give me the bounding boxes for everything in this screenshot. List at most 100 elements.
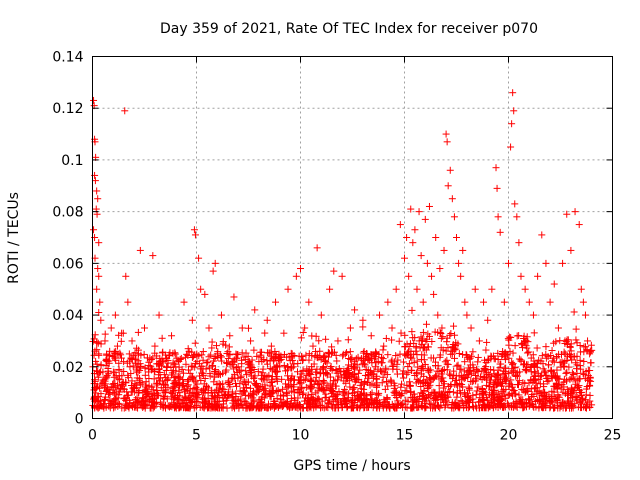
- data-point: [467, 378, 475, 386]
- x-tick-label: 5: [192, 428, 201, 444]
- data-point: [213, 397, 221, 405]
- data-point: [461, 392, 469, 400]
- data-point: [298, 352, 306, 360]
- data-point: [101, 330, 109, 338]
- data-point: [448, 195, 456, 203]
- data-point: [198, 351, 206, 359]
- data-point: [208, 395, 216, 403]
- data-point: [276, 353, 284, 361]
- data-point: [582, 391, 590, 399]
- data-point: [91, 396, 99, 404]
- data-point: [215, 393, 223, 401]
- data-point: [305, 356, 313, 364]
- data-point: [110, 390, 118, 398]
- data-point: [187, 362, 195, 370]
- data-point: [236, 387, 244, 395]
- data-point: [428, 338, 436, 346]
- data-point: [352, 355, 360, 363]
- data-point: [460, 367, 468, 375]
- data-point: [404, 368, 412, 376]
- data-point: [562, 369, 570, 377]
- data-point: [287, 376, 295, 384]
- data-point: [555, 393, 563, 401]
- data-point: [415, 337, 423, 345]
- data-point: [482, 346, 490, 354]
- data-point: [188, 354, 196, 362]
- data-point: [128, 377, 136, 385]
- data-point: [267, 342, 275, 350]
- data-point: [331, 348, 339, 356]
- data-point: [554, 392, 562, 400]
- data-point: [379, 346, 387, 354]
- data-point: [326, 380, 334, 388]
- data-point: [513, 213, 521, 221]
- data-point: [468, 352, 476, 360]
- data-point: [122, 402, 130, 410]
- data-point: [525, 348, 533, 356]
- data-point: [490, 366, 498, 374]
- data-point: [379, 355, 387, 363]
- data-point: [287, 382, 295, 390]
- data-point: [256, 348, 264, 356]
- data-point: [525, 395, 533, 403]
- data-point: [392, 352, 400, 360]
- data-point: [255, 358, 263, 366]
- data-point: [450, 213, 458, 221]
- data-point: [109, 383, 117, 391]
- data-point: [171, 350, 179, 358]
- data-point: [292, 272, 300, 280]
- data-point: [584, 372, 592, 380]
- data-point: [571, 400, 579, 408]
- data-point: [474, 353, 482, 361]
- data-point: [128, 356, 136, 364]
- data-point: [413, 368, 421, 376]
- data-point: [518, 341, 526, 349]
- data-point: [159, 358, 167, 366]
- data-point: [529, 378, 537, 386]
- data-point: [207, 389, 215, 397]
- data-point: [486, 371, 494, 379]
- data-point: [396, 221, 404, 229]
- data-point: [280, 329, 288, 337]
- data-point: [297, 334, 305, 342]
- data-point: [522, 398, 530, 406]
- data-point: [425, 202, 433, 210]
- data-point: [503, 374, 511, 382]
- data-point: [204, 358, 212, 366]
- data-point: [413, 375, 421, 383]
- data-point: [543, 393, 551, 401]
- data-point: [419, 328, 427, 336]
- data-point: [505, 354, 513, 362]
- data-point: [525, 379, 533, 387]
- data-point: [471, 285, 479, 293]
- data-point: [464, 393, 472, 401]
- data-point: [354, 388, 362, 396]
- data-point: [439, 377, 447, 385]
- data-point: [488, 285, 496, 293]
- data-point: [404, 398, 412, 406]
- data-point: [191, 339, 199, 347]
- data-point: [380, 342, 388, 350]
- x-axis-label: GPS time / hours: [293, 458, 410, 474]
- data-point: [115, 391, 123, 399]
- data-point: [339, 352, 347, 360]
- data-point: [217, 311, 225, 319]
- data-point: [512, 371, 520, 379]
- data-point: [407, 353, 415, 361]
- data-point: [563, 336, 571, 344]
- data-point: [128, 401, 136, 409]
- data-point: [326, 285, 334, 293]
- data-point: [247, 337, 255, 345]
- data-point: [494, 396, 502, 404]
- data-point: [297, 376, 305, 384]
- data-point: [318, 397, 326, 405]
- data-point: [475, 398, 483, 406]
- data-point: [189, 352, 197, 360]
- data-point: [502, 394, 510, 402]
- data-point: [259, 386, 267, 394]
- data-point: [436, 265, 444, 273]
- data-point: [101, 337, 109, 345]
- data-point: [192, 389, 200, 397]
- data-point: [516, 398, 524, 406]
- data-point: [350, 360, 358, 368]
